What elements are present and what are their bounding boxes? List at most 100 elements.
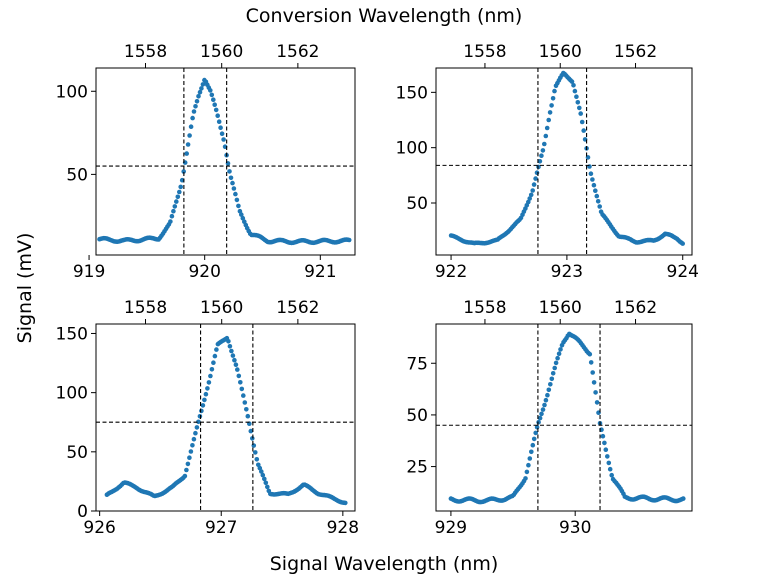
data-point <box>251 443 257 448</box>
data-point <box>200 82 206 87</box>
data-point <box>578 111 583 116</box>
x-tick-label: 919 <box>73 262 105 282</box>
data-point <box>196 419 201 425</box>
data-point <box>572 88 578 94</box>
y-tick-label: 50 <box>406 406 428 426</box>
data-point <box>531 436 537 442</box>
data-point <box>605 454 610 459</box>
data-point <box>680 241 685 246</box>
top-x-tick-label: 1560 <box>200 298 243 318</box>
data-point <box>178 184 183 190</box>
panel-4: 929 930 25 50 75 1558 1560 1562 <box>406 298 693 538</box>
data-point <box>212 102 217 107</box>
data-point <box>215 113 220 118</box>
top-x-tick-label: 1562 <box>614 42 657 62</box>
x-tick-label: 921 <box>304 262 336 282</box>
x-tick-label: 927 <box>205 518 237 538</box>
top-x-tick-label: 1562 <box>614 298 657 318</box>
data-point <box>588 360 594 365</box>
data-point <box>533 430 538 436</box>
data-point <box>175 194 181 200</box>
data-point <box>184 151 189 156</box>
data-point <box>208 88 213 93</box>
data-point <box>240 215 246 221</box>
data-point <box>540 148 546 153</box>
data-point <box>208 373 213 379</box>
data-point <box>544 125 550 131</box>
data-point <box>343 500 348 506</box>
data-point <box>542 402 547 408</box>
y-tick-label: 100 <box>396 139 428 159</box>
data-point <box>537 159 543 164</box>
data-point <box>529 449 534 455</box>
data-point <box>587 351 593 357</box>
data-point <box>241 393 246 398</box>
y-tick-label: 50 <box>66 443 88 463</box>
data-point <box>168 219 173 224</box>
data-point <box>233 191 238 197</box>
axes-frame <box>95 67 356 256</box>
top-x-tick-label: 1558 <box>124 42 167 62</box>
data-point <box>602 440 607 446</box>
data-point <box>232 357 237 363</box>
data-point <box>206 380 212 385</box>
data-point <box>193 430 198 436</box>
signal-wavelength-label: Signal Wavelength (nm) <box>270 553 499 575</box>
data-point <box>185 142 191 147</box>
panel-1: 919 920 921 50 100 1558 1560 1562 <box>56 42 356 282</box>
data-point <box>548 382 553 387</box>
top-x-tick-label: 1560 <box>539 42 582 62</box>
data-point <box>539 411 544 417</box>
data-point <box>346 237 352 243</box>
data-point <box>681 496 686 501</box>
data-point <box>254 457 260 462</box>
data-point <box>194 425 200 430</box>
data-point <box>214 347 219 352</box>
top-x-tick-label: 1558 <box>124 298 167 318</box>
data-point <box>549 103 554 108</box>
data-point <box>234 197 240 203</box>
data-point <box>581 128 586 133</box>
data-point <box>528 192 534 198</box>
data-point <box>194 99 200 104</box>
data-point <box>575 100 581 105</box>
data-point <box>171 208 176 214</box>
data-point <box>177 189 182 195</box>
data-point <box>600 433 606 439</box>
data-point <box>534 170 540 175</box>
data-point <box>209 367 215 372</box>
data-point <box>527 196 532 201</box>
y-tick-label: 50 <box>66 165 88 185</box>
data-point <box>547 110 553 115</box>
data-point <box>262 476 267 482</box>
data-point <box>552 365 557 371</box>
data-point <box>569 79 575 84</box>
data-point <box>549 376 555 382</box>
data-point <box>230 180 235 186</box>
data-point <box>239 386 245 392</box>
data-point <box>199 86 204 91</box>
data-point <box>588 171 594 176</box>
data-point <box>187 133 192 138</box>
data-point <box>187 455 192 461</box>
data-point <box>196 94 201 99</box>
data-point <box>579 119 585 125</box>
data-point <box>239 212 244 217</box>
data-point <box>531 182 537 187</box>
top-x-tick-label: 1562 <box>276 42 319 62</box>
data-point <box>590 370 595 375</box>
data-point <box>260 472 266 478</box>
data-point <box>591 380 597 385</box>
data-point <box>555 355 560 361</box>
data-point <box>238 380 243 385</box>
panel-2: 922 923 924 50 100 150 1558 1560 1562 <box>396 42 699 282</box>
data-point <box>191 109 197 114</box>
data-point <box>245 413 251 419</box>
data-point <box>603 447 609 453</box>
conversion-wavelength-label: Conversion Wavelength (nm) <box>246 5 523 27</box>
top-x-tick-label: 1560 <box>539 298 582 318</box>
data-point <box>530 188 535 193</box>
data-point <box>203 391 209 397</box>
data-point <box>233 362 239 368</box>
data-series <box>448 331 686 505</box>
